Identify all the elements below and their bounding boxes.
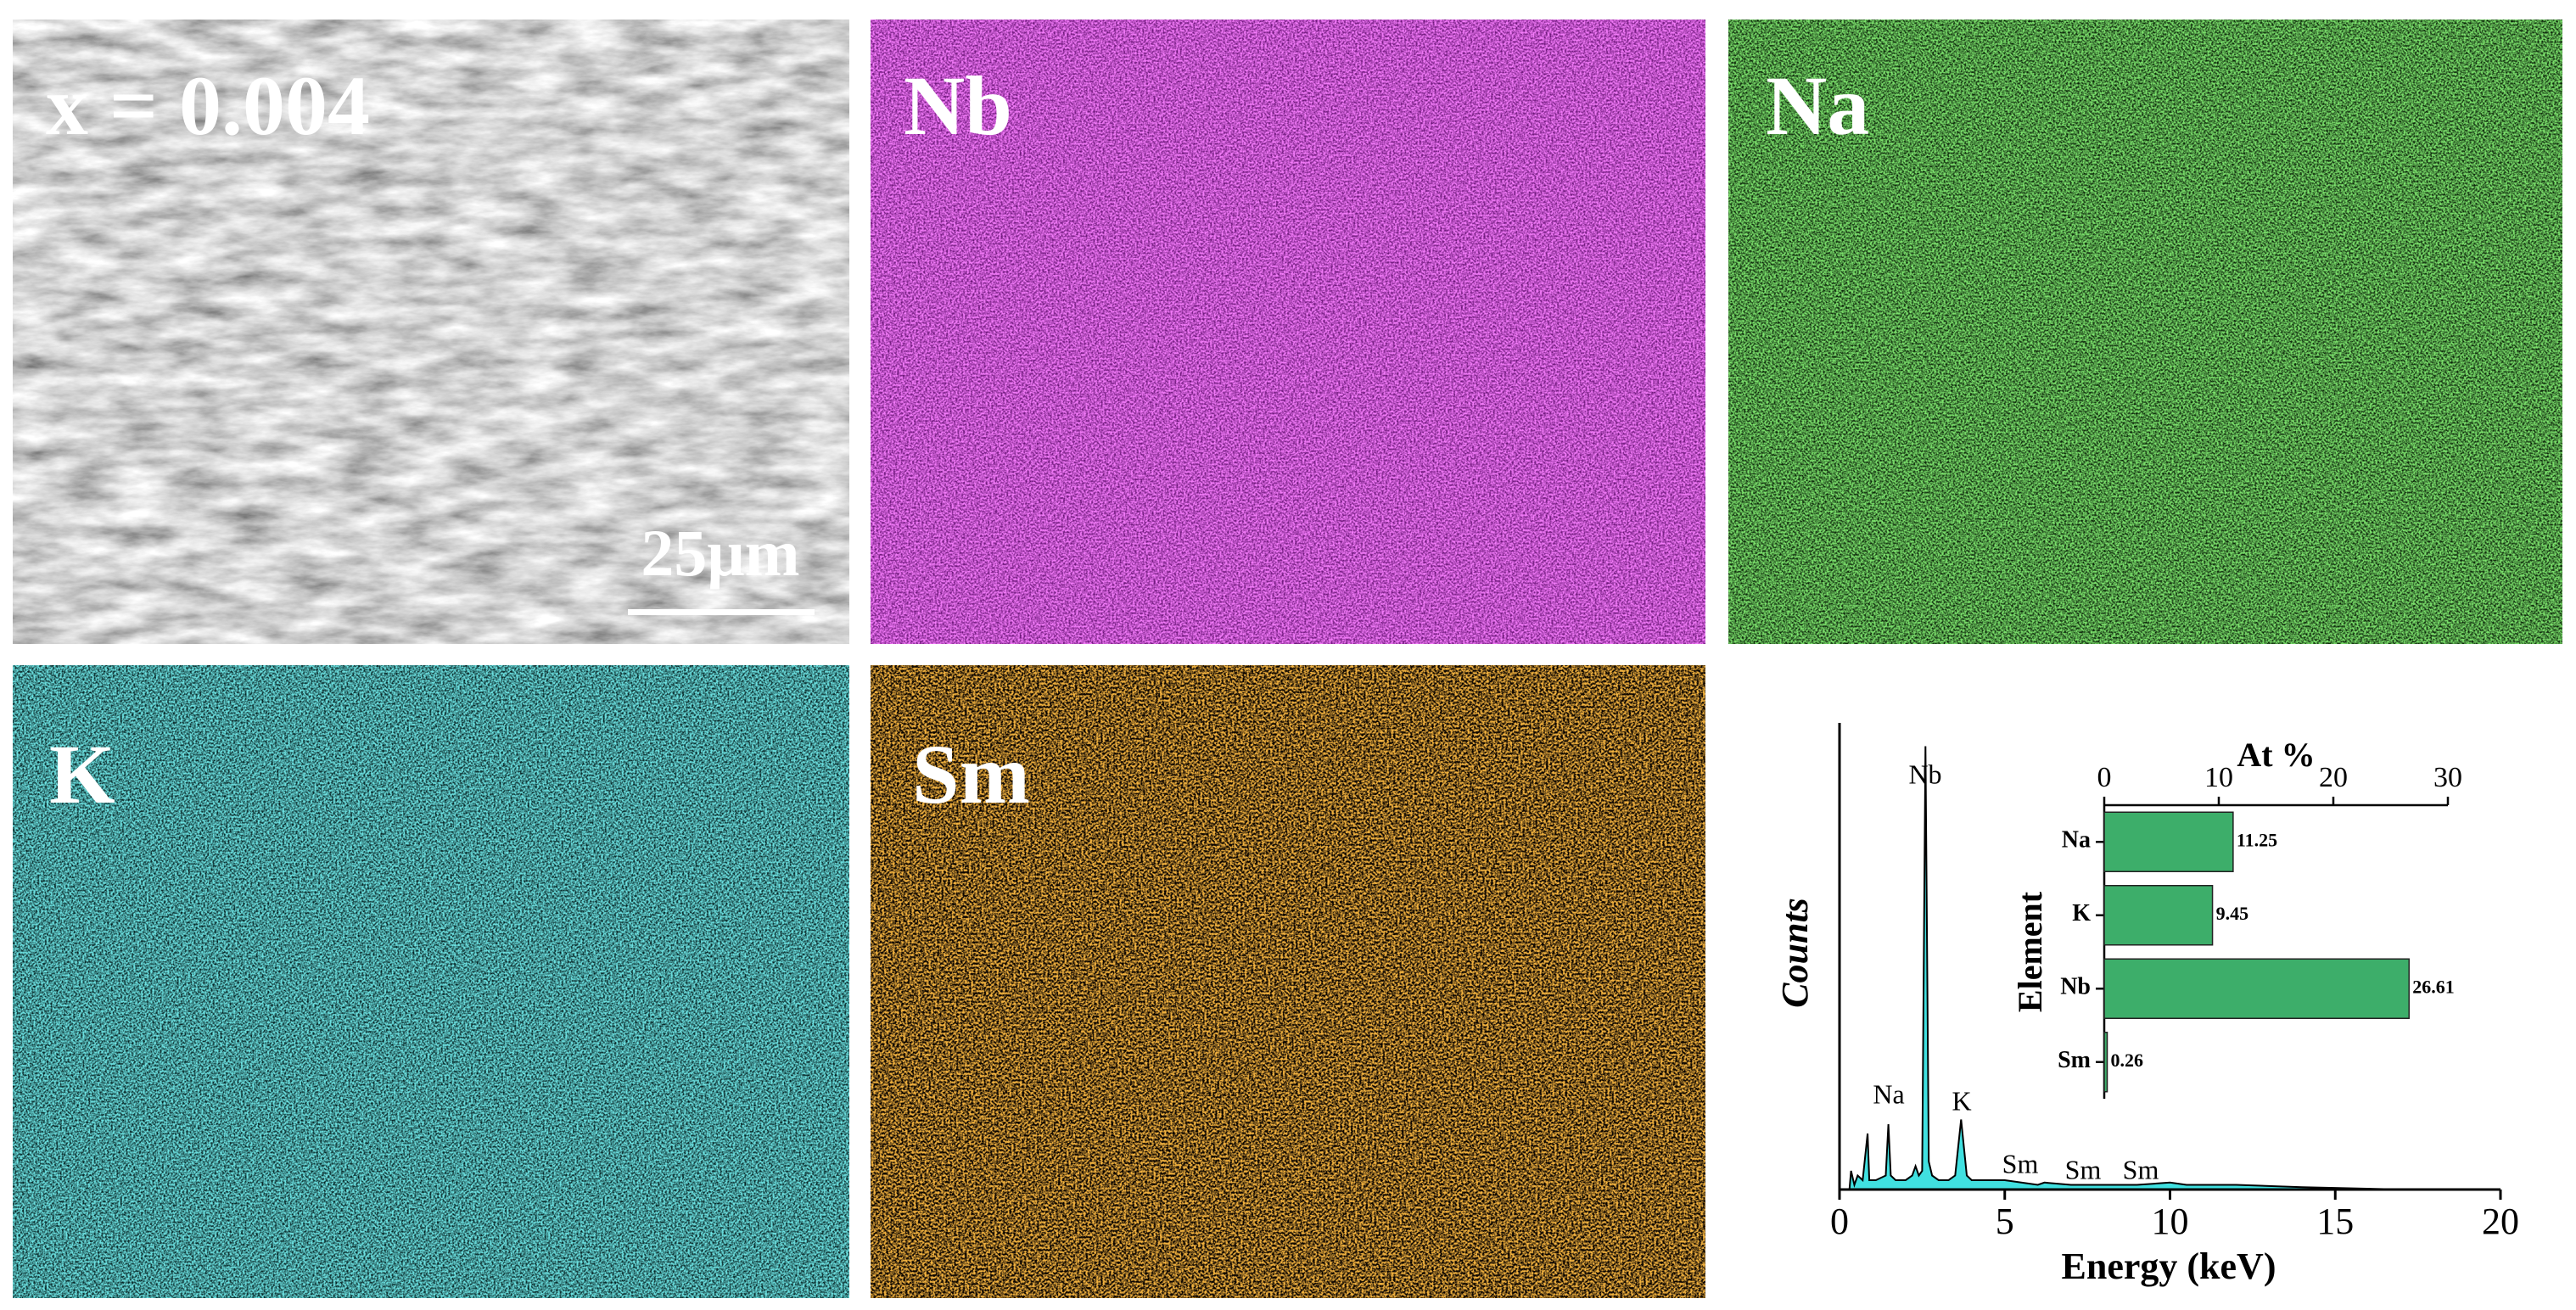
peak-label: Sm	[2123, 1154, 2159, 1184]
scale-bar	[628, 609, 815, 615]
inset-x-tick-label: 30	[2433, 762, 2462, 793]
inset-title: At %	[2237, 736, 2315, 774]
value-label: 26.61	[2412, 976, 2455, 997]
panel-label: Nb	[904, 59, 1012, 153]
peak-label: Sm	[2065, 1154, 2102, 1184]
inset-x-tick-label: 20	[2319, 762, 2348, 793]
panel-label: x = 0.004	[46, 59, 370, 153]
x-tick-label: 0	[1830, 1201, 1849, 1242]
inset-x-tick-label: 10	[2204, 762, 2233, 793]
bar	[2103, 885, 2214, 946]
inset-category-label: Sm	[2058, 1047, 2091, 1073]
inset-y-label: Element	[2011, 891, 2049, 1012]
x-tick-label: 5	[1996, 1201, 2014, 1242]
panel-label: Na	[1766, 59, 1869, 153]
image-panel	[13, 20, 849, 644]
peak-label: Na	[1873, 1078, 1904, 1109]
image-panel	[871, 20, 1705, 644]
scale-bar-label: 25μm	[641, 516, 799, 590]
peak-label: Sm	[2002, 1148, 2039, 1178]
value-label: 0.26	[2111, 1050, 2144, 1071]
panel-label: Sm	[912, 727, 1030, 821]
inset-category-label: K	[2072, 900, 2091, 927]
inset-category-label: Nb	[2060, 974, 2091, 1000]
x-axis-label: Energy (keV)	[2062, 1246, 2276, 1287]
spectrum	[1840, 746, 2500, 1190]
peak-label: Nb	[1908, 759, 1941, 789]
bar	[2103, 811, 2234, 872]
bar	[2103, 1032, 2108, 1093]
panel-label: K	[49, 727, 115, 821]
x-tick-label: 10	[2152, 1201, 2189, 1242]
peak-label: K	[1952, 1085, 1971, 1116]
inset-x-tick-label: 0	[2097, 762, 2112, 793]
value-label: 11.25	[2237, 829, 2277, 850]
image-panel	[13, 665, 849, 1298]
value-label: 9.45	[2216, 903, 2249, 924]
image-panel	[1728, 20, 2562, 644]
inset-category-label: Na	[2062, 827, 2091, 854]
x-tick-label: 20	[2482, 1201, 2519, 1242]
x-tick-label: 15	[2316, 1201, 2354, 1242]
y-axis-label: Counts	[1774, 898, 1816, 1008]
image-panel	[871, 665, 1705, 1298]
bar	[2103, 958, 2410, 1019]
